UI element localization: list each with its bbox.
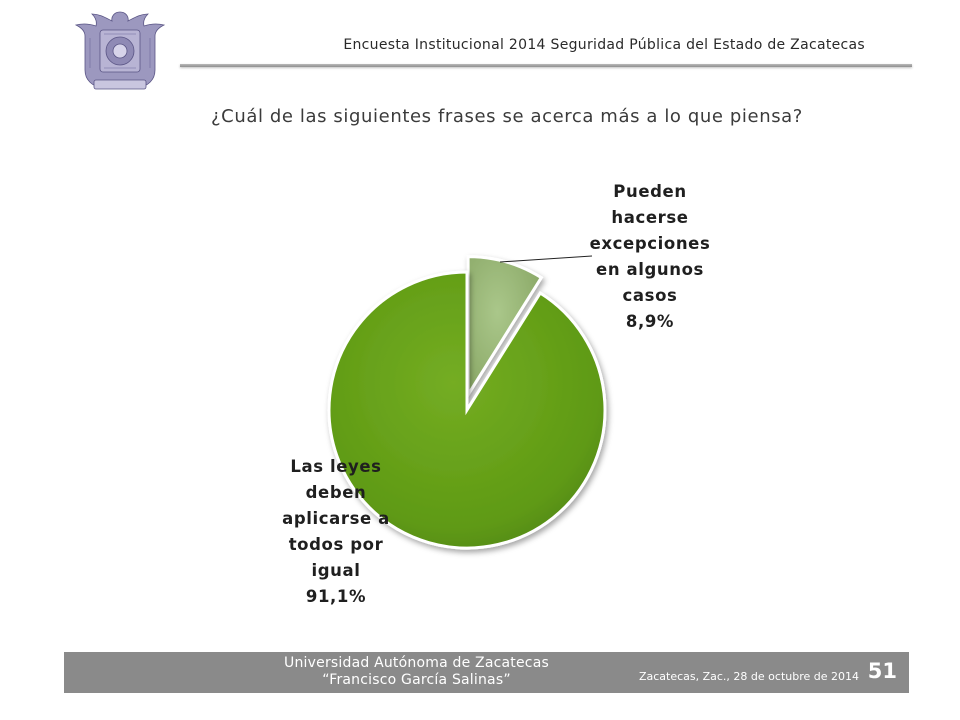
callout-leader-line [499,255,593,263]
data-label-text-1: casos [623,286,678,305]
data-label-text-2: Las leyes [290,457,381,476]
header-divider [180,64,912,67]
data-label-value-1: 8,9% [626,312,674,331]
data-label-text-2: aplicarse a [282,509,390,528]
page-number: 51 [867,659,897,683]
data-label-text-1: Pueden [613,182,686,201]
data-label-text-2: igual [311,561,360,580]
data-label-text-1: hacerse [611,208,688,227]
data-label-text-1: en algunos [596,260,704,279]
pie-slice-2 [327,270,607,550]
footer-date: Zacatecas, Zac., 28 de octubre de 2014 [638,670,859,683]
university-subtitle: “Francisco García Salinas” [322,672,511,688]
report-title: Encuesta Institucional 2014 Seguridad Pú… [343,37,865,53]
university-seal-logo [74,11,166,90]
footer-university: Universidad Autónoma de Zacatecas “Franc… [64,655,909,689]
data-label-value-2: 91,1% [306,587,366,606]
data-label-text-2: deben [306,483,367,502]
university-name: Universidad Autónoma de Zacatecas [284,655,549,671]
survey-question: ¿Cuál de las siguientes frases se acerca… [211,106,803,127]
data-label-text-1: excepciones [590,234,711,253]
footer-bar: Universidad Autónoma de Zacatecas “Franc… [64,652,909,693]
data-label-text-2: todos por [289,535,384,554]
